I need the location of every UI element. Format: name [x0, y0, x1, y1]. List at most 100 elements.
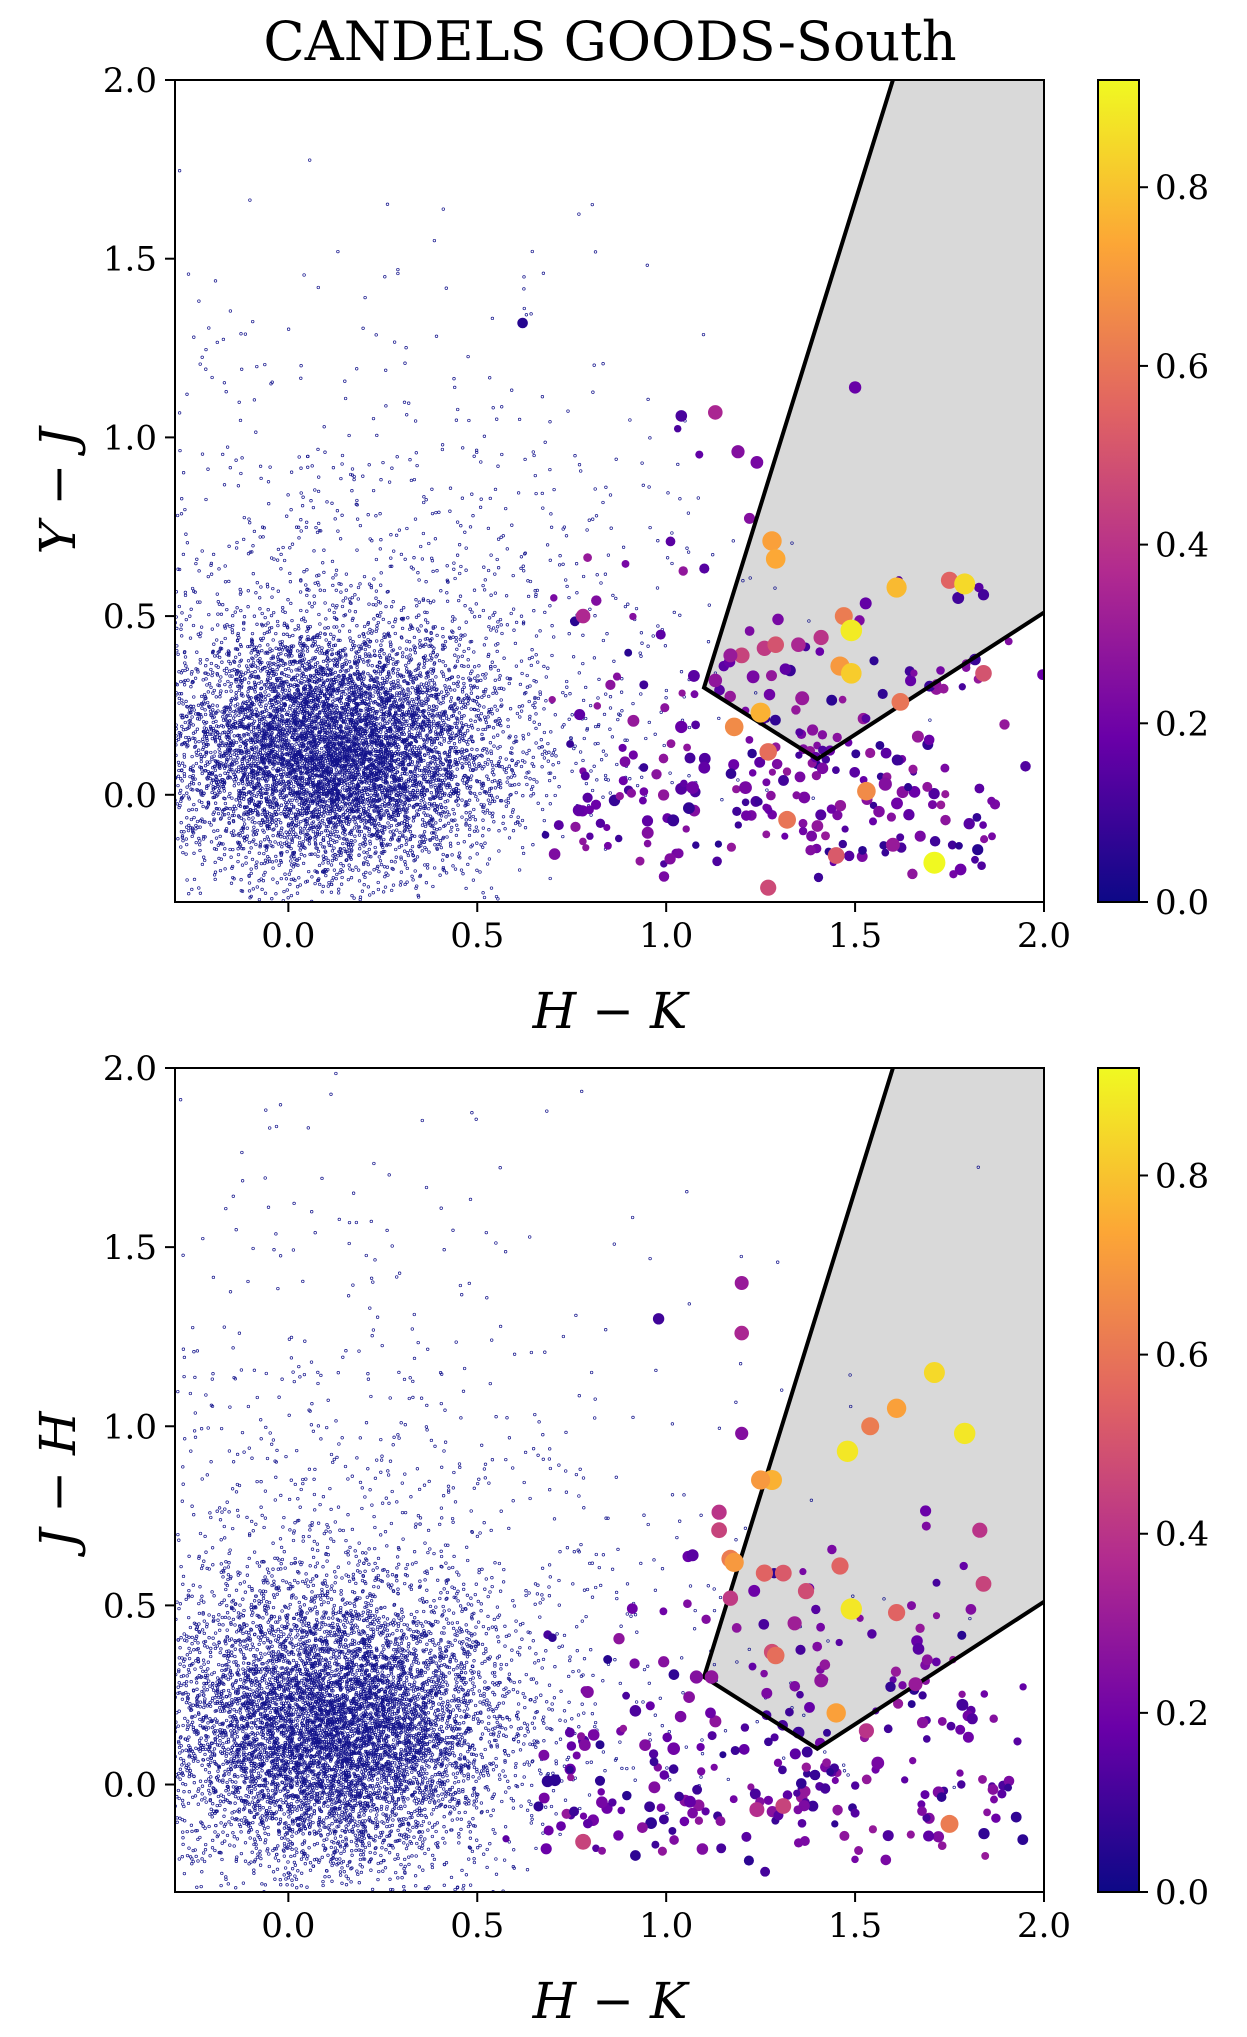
background-point — [350, 489, 354, 493]
background-point — [425, 866, 430, 870]
background-point — [387, 825, 391, 829]
background-point — [295, 807, 299, 812]
background-point — [517, 868, 522, 872]
background-point — [321, 884, 325, 889]
background-point — [369, 726, 373, 731]
background-point — [330, 878, 334, 883]
background-point — [449, 699, 453, 703]
background-point — [286, 748, 291, 752]
background-point — [222, 624, 227, 628]
background-point — [385, 657, 389, 661]
background-point — [283, 688, 288, 692]
background-point — [475, 841, 479, 845]
background-point — [223, 797, 227, 801]
background-point — [204, 752, 208, 756]
background-point — [515, 711, 520, 716]
background-point — [362, 791, 366, 795]
background-point — [198, 891, 203, 895]
background-point — [410, 844, 415, 849]
background-point — [322, 822, 326, 826]
background-point — [449, 818, 454, 822]
background-point — [378, 655, 383, 660]
background-point — [546, 666, 550, 670]
background-point — [405, 526, 409, 531]
background-point — [431, 569, 435, 574]
background-point — [405, 749, 409, 753]
background-point — [481, 834, 485, 838]
background-point — [344, 722, 349, 727]
background-point — [385, 675, 389, 679]
background-point — [253, 830, 257, 834]
background-point — [552, 635, 556, 639]
background-point — [319, 746, 324, 751]
background-point — [235, 606, 239, 610]
background-point — [551, 763, 555, 767]
background-point — [231, 623, 235, 628]
background-point — [428, 601, 433, 605]
background-point — [263, 690, 267, 694]
background-point — [413, 517, 418, 521]
background-point — [247, 817, 251, 821]
background-point — [606, 553, 611, 557]
background-point — [349, 601, 353, 606]
background-point — [531, 792, 536, 796]
background-point — [190, 586, 195, 591]
background-point — [439, 734, 443, 739]
background-point — [267, 630, 271, 634]
background-point — [279, 676, 283, 681]
background-point — [530, 762, 534, 766]
background-point — [521, 622, 526, 626]
background-point — [422, 820, 427, 825]
background-point — [407, 401, 411, 405]
background-point — [445, 753, 450, 757]
background-point — [274, 773, 279, 778]
background-point — [534, 680, 538, 684]
background-point — [323, 626, 327, 630]
background-point — [601, 795, 605, 799]
background-point — [298, 701, 303, 705]
background-point — [454, 636, 458, 640]
background-point — [482, 434, 487, 438]
background-point — [301, 649, 305, 653]
background-point — [320, 646, 324, 650]
background-point — [421, 531, 426, 536]
background-point — [290, 708, 294, 712]
background-point — [525, 751, 529, 756]
background-point — [177, 567, 182, 572]
background-point — [339, 701, 343, 705]
background-point — [211, 691, 215, 695]
background-point — [536, 660, 540, 664]
background-point — [242, 836, 246, 840]
background-point — [448, 509, 452, 513]
background-point — [456, 719, 460, 723]
background-point — [375, 866, 379, 870]
background-point — [475, 868, 479, 872]
background-point — [179, 845, 183, 849]
background-point — [520, 845, 525, 850]
background-point — [420, 557, 425, 561]
background-point — [368, 893, 372, 897]
background-point — [235, 540, 239, 545]
background-point — [381, 831, 385, 835]
background-point — [502, 656, 506, 660]
background-point — [198, 848, 202, 853]
background-point — [435, 692, 439, 697]
background-point — [471, 878, 476, 882]
background-point — [195, 557, 199, 561]
background-point — [271, 638, 275, 642]
background-point — [217, 747, 221, 751]
background-point — [397, 839, 401, 843]
background-point — [528, 777, 532, 781]
background-point — [399, 857, 403, 861]
background-point — [472, 829, 477, 833]
background-point — [511, 573, 515, 578]
background-point — [191, 828, 195, 832]
background-point — [297, 455, 301, 459]
background-point — [485, 751, 489, 755]
background-point — [608, 493, 613, 497]
background-point — [585, 528, 589, 532]
background-point — [593, 614, 597, 618]
background-point — [496, 746, 500, 750]
background-point — [432, 801, 437, 806]
background-point — [242, 615, 247, 619]
